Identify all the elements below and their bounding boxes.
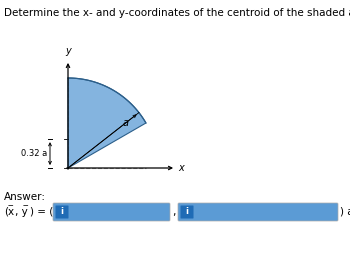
Text: , y: , y xyxy=(15,207,28,217)
FancyBboxPatch shape xyxy=(56,206,69,218)
Text: Answer:: Answer: xyxy=(4,192,46,202)
Text: a: a xyxy=(122,118,128,128)
Text: i: i xyxy=(186,207,189,216)
Text: i: i xyxy=(61,207,63,216)
Text: Determine the x- and y-coordinates of the centroid of the shaded area.: Determine the x- and y-coordinates of th… xyxy=(4,8,350,18)
Text: x: x xyxy=(179,163,184,173)
Text: ,: , xyxy=(172,207,175,217)
Text: ) a: ) a xyxy=(340,207,350,217)
FancyBboxPatch shape xyxy=(178,203,338,221)
Text: ) = (: ) = ( xyxy=(30,207,53,217)
Text: y: y xyxy=(65,45,71,56)
FancyBboxPatch shape xyxy=(181,206,194,218)
FancyBboxPatch shape xyxy=(53,203,170,221)
Text: (x: (x xyxy=(4,207,14,217)
Text: 0.32 a: 0.32 a xyxy=(21,149,47,158)
Polygon shape xyxy=(68,78,146,168)
